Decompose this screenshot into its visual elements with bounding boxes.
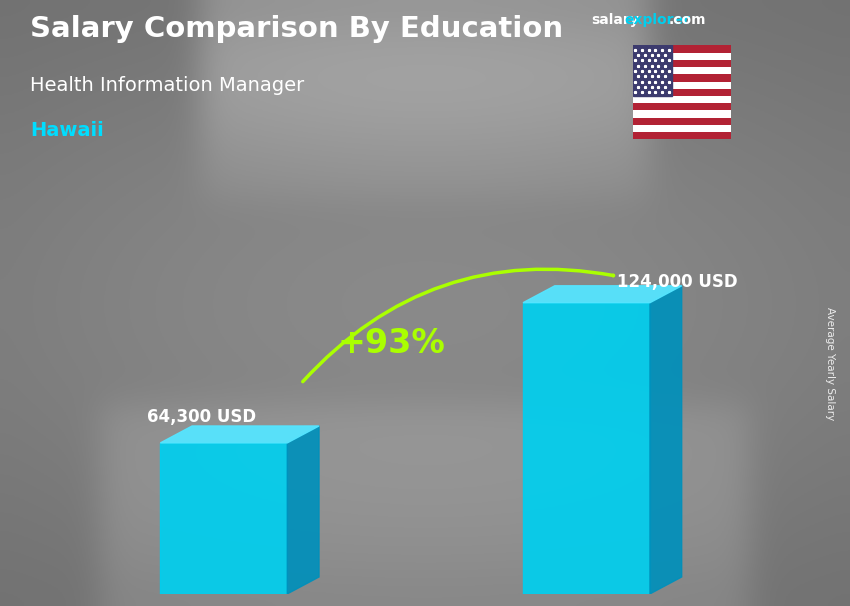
Polygon shape xyxy=(161,426,319,443)
Text: +93%: +93% xyxy=(337,327,445,360)
Polygon shape xyxy=(523,286,682,302)
Text: explorer: explorer xyxy=(625,13,690,27)
Polygon shape xyxy=(287,426,319,594)
Text: Average Yearly Salary: Average Yearly Salary xyxy=(824,307,835,420)
Text: Health Information Manager: Health Information Manager xyxy=(30,76,304,95)
Text: .com: .com xyxy=(669,13,706,27)
Text: Hawaii: Hawaii xyxy=(30,121,104,140)
Polygon shape xyxy=(523,302,650,594)
Polygon shape xyxy=(161,443,287,594)
Polygon shape xyxy=(633,45,672,96)
Text: Salary Comparison By Education: Salary Comparison By Education xyxy=(30,15,563,43)
Text: 124,000 USD: 124,000 USD xyxy=(617,273,738,291)
Text: salary: salary xyxy=(591,13,638,27)
FancyArrowPatch shape xyxy=(303,269,614,382)
Polygon shape xyxy=(650,286,682,594)
Text: 64,300 USD: 64,300 USD xyxy=(146,408,256,427)
